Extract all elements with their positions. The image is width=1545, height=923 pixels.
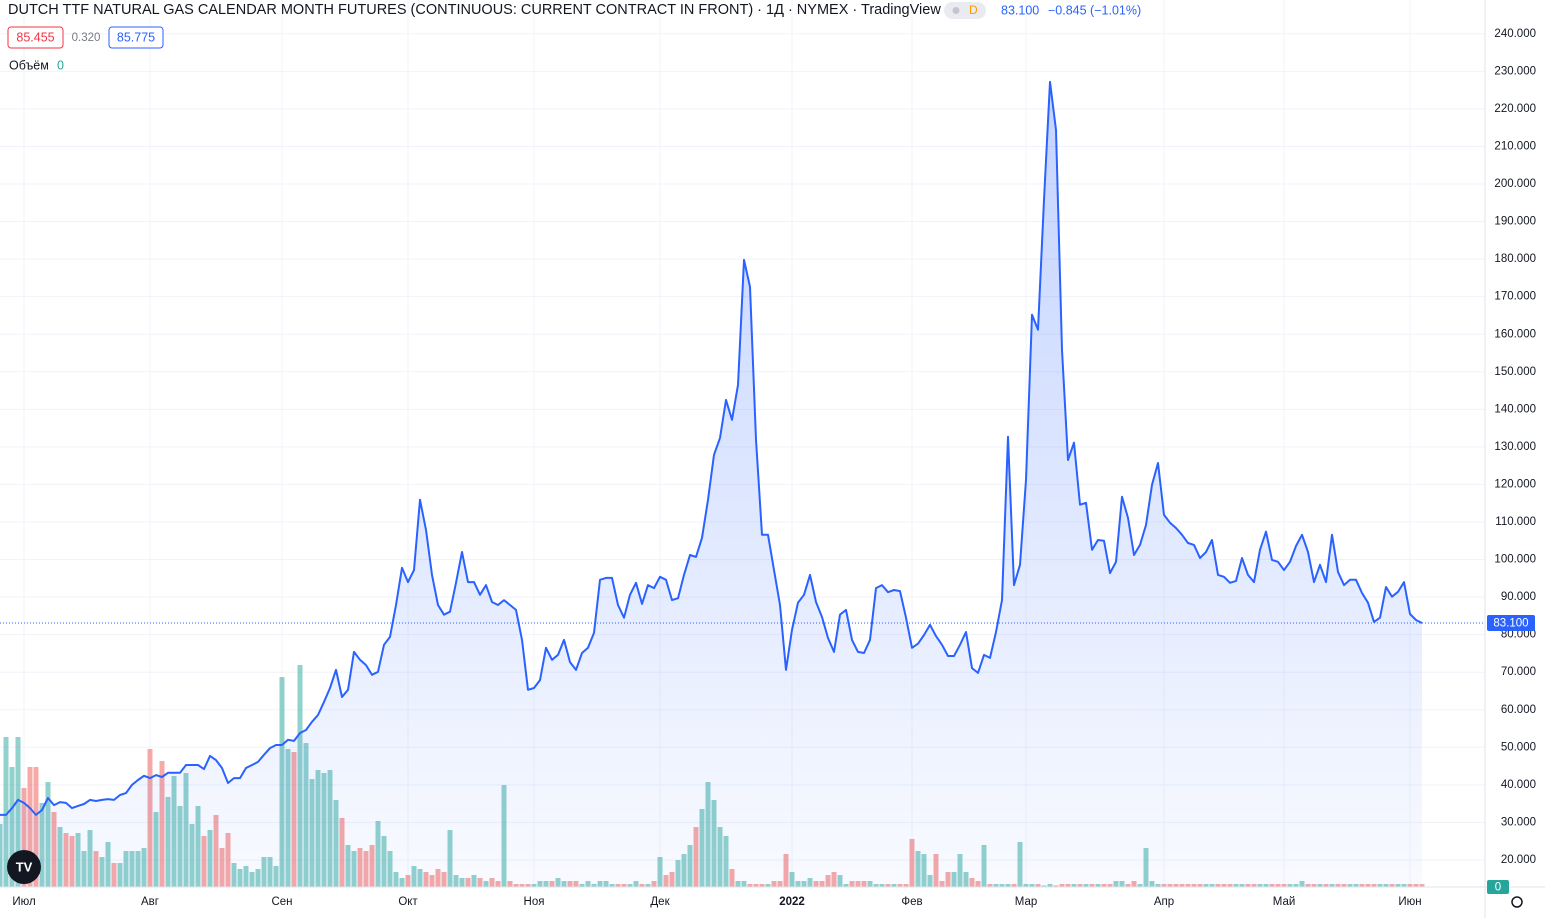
y-tick-label: 140.000 xyxy=(1494,403,1536,415)
x-tick-label: Ноя xyxy=(524,896,545,908)
last-price-tag xyxy=(1487,615,1535,632)
volume-value: 0 xyxy=(57,58,64,72)
badge[interactable]: D xyxy=(969,3,978,17)
volume-tag xyxy=(1487,880,1509,894)
y-tick-label: 60.000 xyxy=(1501,704,1536,716)
x-tick-label: Фев xyxy=(901,896,922,908)
spread: 0.320 xyxy=(72,32,101,44)
y-tick-label: 220.000 xyxy=(1494,103,1536,115)
y-tick-label: 150.000 xyxy=(1494,366,1536,378)
volume-bar xyxy=(3,737,9,887)
y-tick-label: 180.000 xyxy=(1494,253,1536,265)
badge-dot xyxy=(952,7,960,14)
last-price: 83.100 xyxy=(1001,3,1039,17)
last-price-label: 83.100 xyxy=(1493,618,1528,630)
y-tick-label: 240.000 xyxy=(1494,28,1536,40)
y-tick-label: 70.000 xyxy=(1501,666,1536,678)
y-tick-label: 110.000 xyxy=(1495,516,1536,528)
y-tick-label: 190.000 xyxy=(1494,216,1536,228)
y-tick-label: 130.000 xyxy=(1494,441,1536,453)
bid: 85.455 xyxy=(16,30,54,44)
y-tick-label: 100.000 xyxy=(1494,554,1536,566)
y-tick-label: 200.000 xyxy=(1494,178,1536,190)
x-tick-label: Окт xyxy=(398,896,418,908)
x-tick-label: Июл xyxy=(12,896,35,908)
tv-logo-text: TV xyxy=(16,859,33,874)
axes: 20.000 30.000 40.000 50.000 60.000 70.000 80.0… xyxy=(12,28,1536,908)
y-tick-label: 90.000 xyxy=(1501,591,1536,603)
x-tick-label: Апр xyxy=(1154,896,1174,908)
y-tick-label: 230.000 xyxy=(1494,65,1536,77)
price-change: −0.845 (−1.01%) xyxy=(1048,3,1141,17)
y-tick-label: 20.000 xyxy=(1501,854,1536,866)
y-tick-label: 80.000 xyxy=(1501,629,1536,641)
y-tick-label: 30.000 xyxy=(1501,816,1536,828)
price-line xyxy=(0,80,1423,816)
ask: 85.775 xyxy=(117,30,155,44)
y-tick-label: 120.000 xyxy=(1494,478,1536,490)
x-tick-label: Мар xyxy=(1015,896,1038,908)
chart-title: DUTCH TTF NATURAL GAS CALENDAR MONTH FUT… xyxy=(8,2,941,18)
y-tick-label: 170.000 xyxy=(1494,291,1536,303)
y-tick-label: 40.000 xyxy=(1501,779,1536,791)
x-tick-label: Сен xyxy=(271,896,292,908)
plot xyxy=(0,80,1485,887)
volume-label: Объём xyxy=(9,58,49,72)
tv-logo[interactable] xyxy=(7,850,41,884)
x-tick-label: Июн xyxy=(1398,896,1421,908)
ask-box[interactable] xyxy=(108,26,164,49)
volume-tag-label: 0 xyxy=(1495,882,1501,894)
x-tick-label: Май xyxy=(1273,896,1296,908)
bid-box[interactable] xyxy=(7,26,64,49)
x-tick-label: Авг xyxy=(141,896,159,908)
x-tick-label: Дек xyxy=(650,896,670,908)
badge-bg xyxy=(944,2,986,19)
y-tick-label: 50.000 xyxy=(1501,741,1536,753)
x-tick-label: 2022 xyxy=(779,896,805,908)
y-tick-label: 210.000 xyxy=(1494,140,1536,152)
settings-icon[interactable] xyxy=(1511,896,1523,908)
y-tick-label: 160.000 xyxy=(1494,328,1536,340)
